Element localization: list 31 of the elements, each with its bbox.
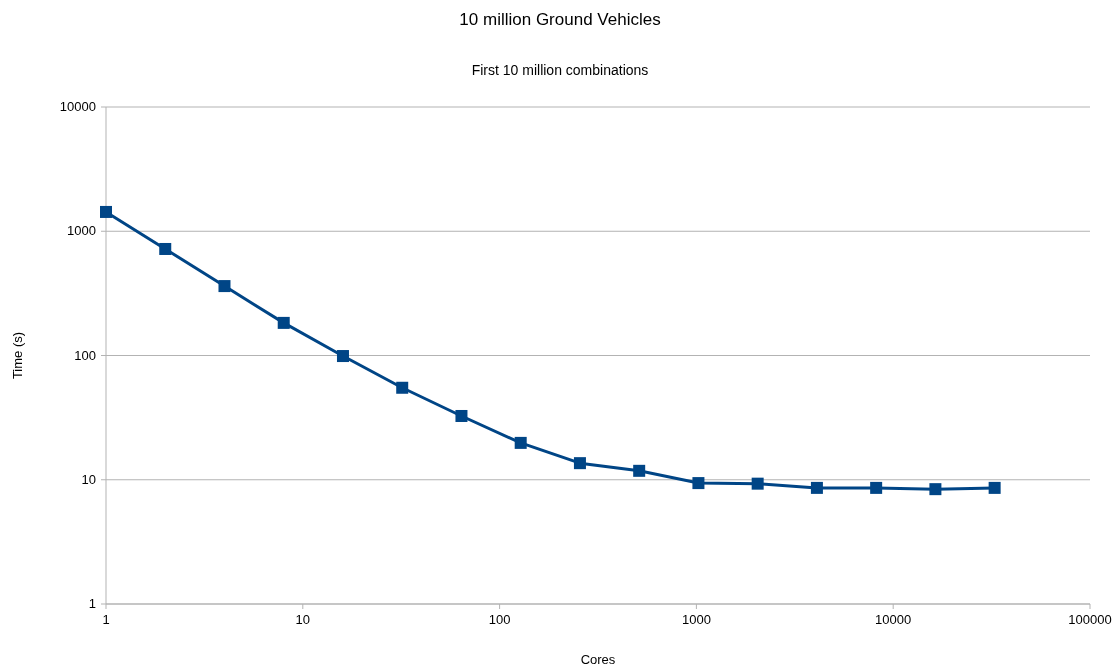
point [336, 350, 349, 363]
x-tick-label: 10000 [875, 612, 912, 627]
point [573, 457, 586, 470]
point [218, 280, 231, 293]
y-tick-label: 1000 [67, 223, 96, 239]
x-tick-label: 100000 [1068, 612, 1112, 627]
y-axis-title: Time (s) [10, 331, 25, 380]
point [514, 436, 527, 449]
chart-title: 10 million Ground Vehicles [459, 10, 661, 29]
x-tick-label: 1 [102, 612, 110, 627]
point [100, 205, 112, 218]
point [692, 477, 705, 490]
point [277, 316, 290, 329]
y-tick-label: 1 [88, 596, 96, 611]
point [751, 477, 764, 490]
chart-subtitle: First 10 million combinations [471, 62, 649, 78]
y-tick-label: 10000 [59, 99, 96, 114]
point [929, 483, 942, 496]
point [810, 481, 823, 494]
point [159, 242, 172, 255]
point [396, 381, 409, 394]
x-tick-label: 100 [488, 612, 511, 627]
y-tick-label: 100 [74, 347, 96, 363]
point [870, 481, 883, 494]
point [455, 409, 468, 422]
x-tick-label: 10 [295, 612, 311, 627]
y-tick-label: 10 [81, 471, 96, 487]
x-axis-title: Cores [580, 652, 616, 667]
point [633, 464, 646, 477]
x-tick-label: 1000 [681, 612, 711, 627]
point [988, 481, 1001, 494]
